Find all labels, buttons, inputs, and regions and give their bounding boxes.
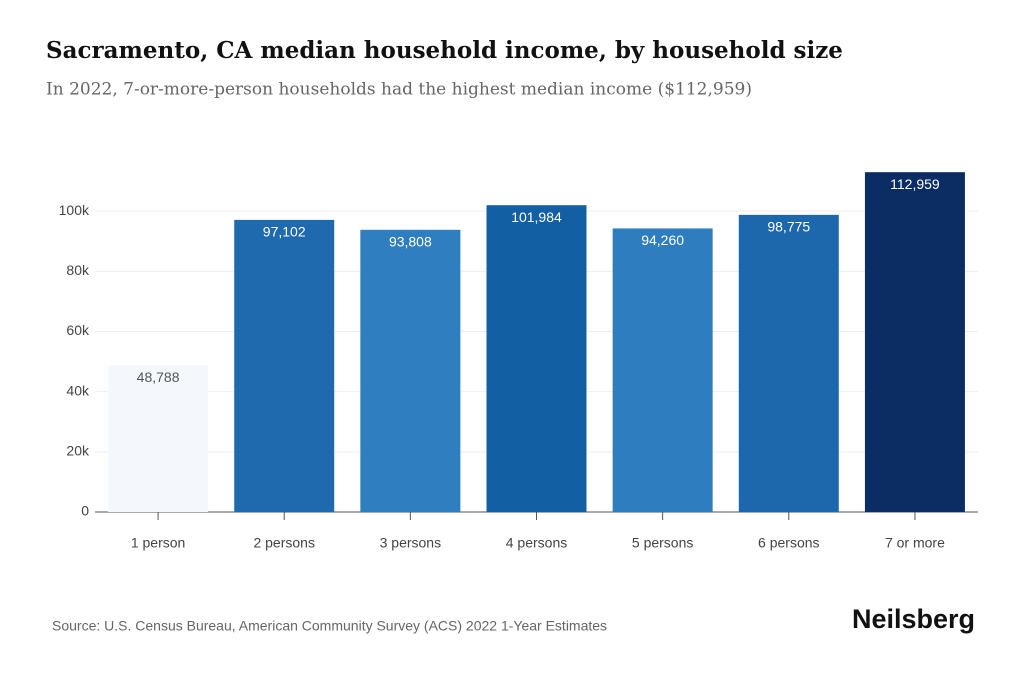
value-label: 112,959 [890, 176, 940, 192]
bar [360, 229, 461, 513]
bar [486, 205, 587, 513]
bar [738, 214, 839, 512]
y-tick-label: 0 [81, 503, 89, 519]
value-label: 101,984 [511, 209, 562, 225]
y-tick-label: 60k [66, 322, 90, 338]
bar [612, 228, 713, 512]
x-tick-label: 4 persons [506, 535, 567, 551]
bar [234, 219, 335, 512]
value-label: 94,260 [641, 232, 684, 248]
y-tick-label: 100k [59, 202, 90, 218]
value-label: 98,775 [767, 219, 810, 235]
y-tick-label: 20k [66, 443, 90, 459]
chart-subtitle: In 2022, 7-or-more-person households had… [46, 80, 752, 100]
x-tick-label: 7 or more [885, 535, 945, 551]
y-tick-label: 80k [66, 262, 90, 278]
bar [108, 365, 209, 512]
bar [864, 172, 965, 512]
value-label: 48,788 [137, 369, 180, 385]
x-tick-label: 3 persons [380, 535, 441, 551]
source: Source: U.S. Census Bureau, American Com… [52, 618, 607, 634]
x-tick-label: 1 person [131, 535, 185, 551]
value-label: 93,808 [389, 233, 432, 249]
x-tick-label: 2 persons [253, 535, 314, 551]
x-tick-label: 5 persons [632, 535, 693, 551]
brand: Neilsberg [852, 604, 975, 634]
chart-title: Sacramento, CA median household income, … [46, 37, 843, 64]
x-tick-label: 6 persons [758, 535, 819, 551]
y-tick-label: 40k [66, 382, 90, 398]
value-label: 97,102 [263, 224, 306, 240]
